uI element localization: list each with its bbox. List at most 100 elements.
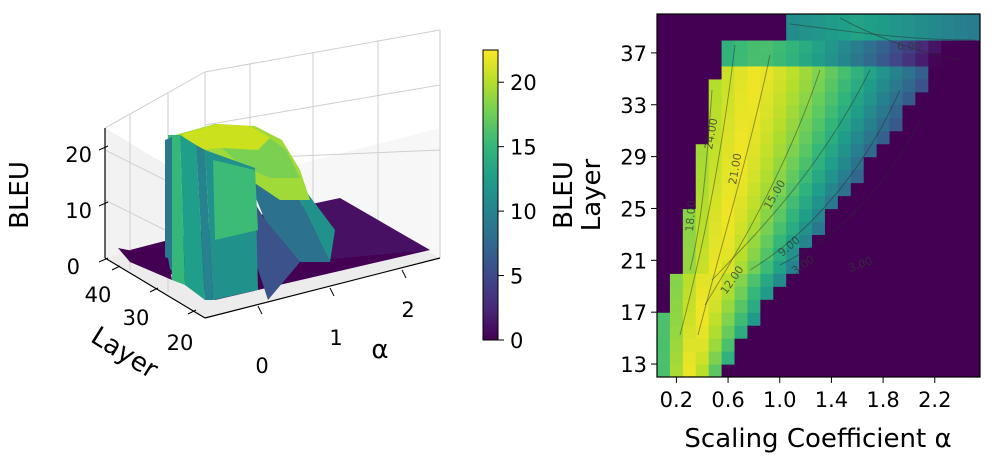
heatmap-cell [824, 234, 839, 248]
heatmap-cell [954, 182, 968, 197]
surface-z-tick-label: 20 [65, 143, 92, 167]
heatmap-cell [876, 338, 891, 352]
heatmap-cell [863, 260, 878, 274]
heatmap-cell [695, 104, 710, 119]
heatmap-cell [954, 247, 968, 261]
heatmap-cell [695, 221, 710, 235]
heatmap-cell [760, 52, 774, 67]
heatmap-cell [812, 143, 826, 158]
heatmap-cell [747, 325, 761, 339]
heatmap-cell [721, 169, 736, 184]
heatmap-y-tick-label: 33 [620, 94, 647, 118]
heatmap-cell [669, 338, 684, 352]
heatmap-cell [682, 169, 697, 184]
heatmap-cell [721, 52, 736, 67]
heatmap-cell [863, 273, 878, 287]
heatmap-cell [760, 286, 774, 300]
heatmap-cell [773, 117, 787, 132]
heatmap-cell [799, 39, 813, 54]
heatmap-cell [824, 208, 839, 223]
heatmap-cell [928, 39, 942, 54]
heatmap-cell [760, 247, 774, 261]
heatmap-cell [850, 273, 865, 287]
heatmap-cell [721, 338, 736, 352]
heatmap-cell [812, 260, 826, 274]
heatmap-cell [876, 52, 891, 67]
heatmap-cell [695, 65, 710, 80]
heatmap-cell [876, 143, 891, 158]
heatmap-cell [954, 312, 968, 326]
heatmap-cell [837, 299, 852, 313]
heatmap-cell [824, 143, 839, 158]
heatmap-cell [928, 260, 942, 274]
heatmap-cell [812, 14, 826, 28]
heatmap-y-axis-label: Layer [577, 158, 607, 231]
heatmap-cell [708, 221, 723, 235]
heatmap-cell [837, 39, 852, 54]
heatmap-cell [876, 78, 891, 93]
heatmap-cell [760, 338, 774, 352]
heatmap-cell [915, 117, 929, 132]
heatmap-cell [812, 221, 826, 235]
heatmap-cell [721, 39, 736, 54]
heatmap-cell [824, 325, 839, 339]
heatmap-cell [799, 117, 813, 132]
heatmap-cell [824, 26, 839, 41]
heatmap-cell [915, 143, 929, 158]
heatmap-cell [915, 195, 929, 210]
heatmap-cell [657, 65, 671, 80]
heatmap-cell [695, 312, 710, 326]
heatmap-cell [812, 325, 826, 339]
heatmap-cell [669, 143, 684, 158]
heatmap-cell [786, 338, 800, 352]
heatmap-cell [682, 65, 697, 80]
heatmap-cell [863, 169, 878, 184]
heatmap-cell [954, 221, 968, 235]
heatmap-cell [928, 26, 942, 41]
heatmap-cell [812, 234, 826, 248]
heatmap-cell [657, 104, 671, 119]
heatmap-cell [695, 260, 710, 274]
heatmap-cell [669, 195, 684, 210]
heatmap-cell [941, 299, 955, 313]
heatmap-cell [657, 351, 671, 365]
heatmap-cell [850, 65, 865, 80]
heatmap-cell [837, 91, 852, 106]
heatmap-cell [967, 299, 980, 313]
colorbar-tick-label: 0 [510, 329, 523, 353]
heatmap-cell [734, 104, 749, 119]
heatmap-cell [941, 221, 955, 235]
heatmap-cell [889, 117, 904, 132]
heatmap-cell [876, 91, 891, 106]
heatmap-cell [812, 104, 826, 119]
heatmap-cell [721, 14, 736, 28]
heatmap-cell [799, 65, 813, 80]
heatmap-cell [928, 351, 942, 365]
heatmap-cell [657, 130, 671, 145]
heatmap-cell [876, 221, 891, 235]
heatmap-cell [850, 364, 865, 377]
heatmap-cell [773, 169, 787, 184]
heatmap-cell [850, 14, 865, 28]
heatmap-cell [889, 143, 904, 158]
heatmap-cell [812, 91, 826, 106]
heatmap-cell [850, 130, 865, 145]
heatmap-cell [657, 312, 671, 326]
heatmap-cell [657, 286, 671, 300]
heatmap-cell [876, 364, 891, 377]
heatmap-cell [863, 286, 878, 300]
heatmap-cell [657, 221, 671, 235]
heatmap-cell [734, 195, 749, 210]
heatmap-cell [915, 364, 929, 377]
heatmap-cell [863, 65, 878, 80]
heatmap-cell [928, 299, 942, 313]
heatmap-cell [850, 91, 865, 106]
heatmap-cell [682, 91, 697, 106]
heatmap-cell [734, 26, 749, 41]
heatmap-cell [850, 208, 865, 223]
heatmap-cell [799, 364, 813, 377]
heatmap-cell [850, 117, 865, 132]
surface-axes [104, 128, 441, 319]
heatmap-cell [747, 234, 761, 248]
heatmap-cell [721, 182, 736, 197]
